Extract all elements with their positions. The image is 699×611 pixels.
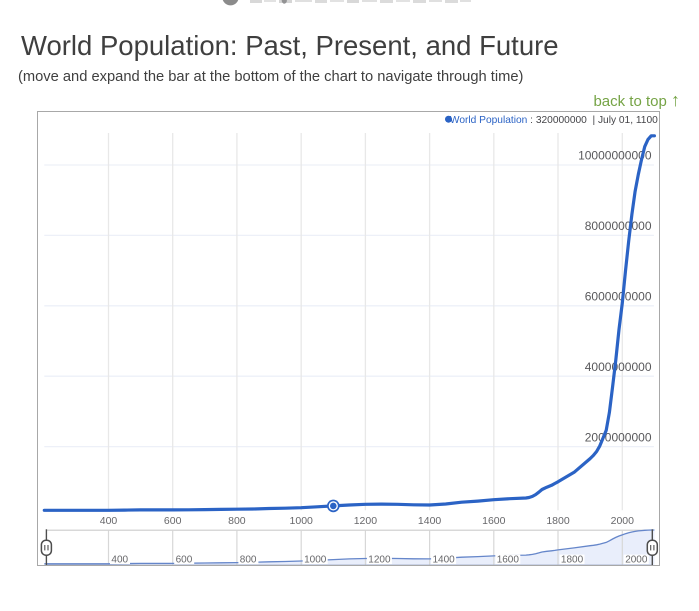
svg-text:1200: 1200 — [368, 555, 391, 566]
svg-text:8000000000: 8000000000 — [585, 219, 652, 233]
svg-text:1000: 1000 — [290, 515, 314, 527]
svg-text:4000000000: 4000000000 — [585, 360, 652, 374]
svg-text:600: 600 — [164, 515, 182, 527]
svg-text:600: 600 — [176, 555, 193, 566]
svg-text:1000: 1000 — [304, 555, 327, 566]
svg-text:1200: 1200 — [354, 515, 378, 527]
svg-text:800: 800 — [240, 555, 257, 566]
svg-text:1800: 1800 — [561, 555, 584, 566]
svg-text:1800: 1800 — [546, 515, 570, 527]
svg-text:2000: 2000 — [625, 555, 648, 566]
svg-text:1400: 1400 — [433, 555, 456, 566]
svg-text:1400: 1400 — [418, 515, 442, 527]
svg-text:6000000000: 6000000000 — [585, 290, 652, 304]
svg-text:1600: 1600 — [482, 515, 506, 527]
svg-text:2000000000: 2000000000 — [585, 430, 652, 444]
svg-text:1600: 1600 — [497, 555, 520, 566]
svg-text:800: 800 — [228, 515, 246, 527]
svg-text:World Population : 320000000: World Population : 320000000 | July 01, … — [450, 115, 658, 126]
svg-text:400: 400 — [111, 555, 128, 566]
svg-text:400: 400 — [100, 515, 118, 527]
svg-text:2000: 2000 — [611, 515, 635, 527]
svg-text:10000000000: 10000000000 — [578, 149, 652, 163]
